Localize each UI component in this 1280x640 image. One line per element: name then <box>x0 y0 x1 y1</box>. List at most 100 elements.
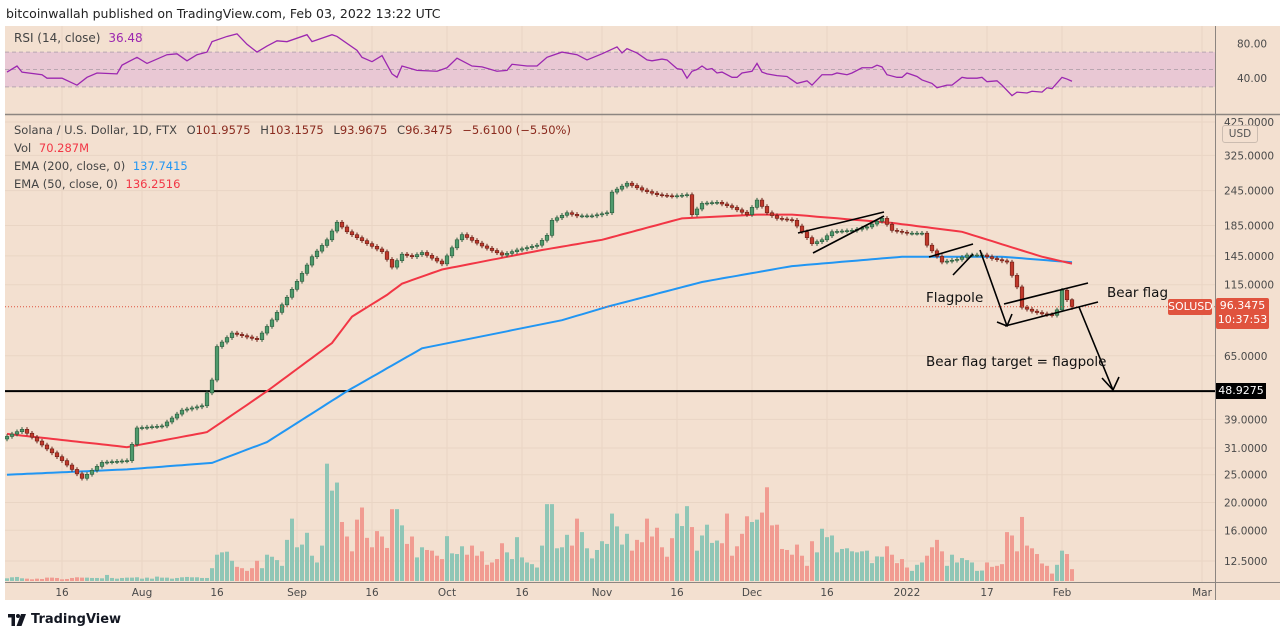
candle-body <box>1014 275 1020 288</box>
candle-body <box>1029 308 1035 312</box>
price-tick-label: 325.0000 <box>1224 150 1274 162</box>
annotation-flagpole[interactable]: Flagpole <box>926 290 984 306</box>
candle-body <box>139 427 145 429</box>
bear-flag-upper[interactable] <box>1003 282 1089 305</box>
volume-legend[interactable]: Vol 70.287M <box>14 141 89 155</box>
annotation-bear-flag[interactable]: Bear flag <box>1107 285 1169 301</box>
candle-body <box>239 334 245 336</box>
candle-body <box>929 244 935 252</box>
volume-bar <box>175 577 179 581</box>
volume-bar <box>630 550 634 581</box>
candle-body <box>944 260 950 263</box>
symbol-name[interactable]: Solana / U.S. Dollar, 1D, FTX <box>14 123 177 137</box>
candle-body <box>704 202 710 205</box>
candle-body <box>199 405 205 408</box>
candle-body <box>229 332 235 338</box>
candle-body <box>789 219 795 221</box>
candle-body <box>759 199 765 207</box>
candle-body <box>669 195 675 198</box>
volume-bar <box>265 554 269 581</box>
volume-bar <box>90 577 94 581</box>
ema50-legend[interactable]: EMA (50, close, 0) 136.2516 <box>14 177 180 191</box>
candle-body <box>874 220 880 225</box>
currency-button[interactable]: USD <box>1222 125 1258 143</box>
volume-bar <box>560 547 564 581</box>
volume-bar <box>40 578 44 581</box>
close-label: C <box>397 123 406 137</box>
volume-bar <box>315 562 319 581</box>
candles <box>5 180 1075 481</box>
volume-bar <box>620 544 624 581</box>
annotation-target[interactable]: Bear flag target = flagpole <box>926 354 1107 370</box>
symbol-legend[interactable]: Solana / U.S. Dollar, 1D, FTX O101.9575 … <box>14 123 571 137</box>
volume-bar <box>190 577 194 581</box>
ema200-legend[interactable]: EMA (200, close, 0) 137.7415 <box>14 159 188 173</box>
trendline-jan-lower[interactable] <box>952 253 974 276</box>
volume-bar <box>115 578 119 581</box>
rsi-pane[interactable] <box>5 33 1215 97</box>
drawings[interactable] <box>797 211 1120 392</box>
volume-bar <box>120 577 124 581</box>
candle-body <box>584 215 590 218</box>
volume-bar <box>740 533 744 581</box>
candle-body <box>179 409 185 415</box>
trendline-dec-lower[interactable] <box>812 215 885 254</box>
volume-bar <box>955 562 959 581</box>
volume-bar <box>160 577 164 581</box>
volume-bar <box>730 555 734 581</box>
candle-body <box>939 256 945 263</box>
bear-flag-lower[interactable] <box>1004 301 1099 327</box>
volume-bar <box>800 555 804 581</box>
candle-body <box>1039 312 1045 315</box>
volume-bar <box>960 558 964 581</box>
candle-body <box>464 234 470 238</box>
open-value: 101.9575 <box>195 123 251 137</box>
candle-body <box>54 452 60 458</box>
candle-body <box>24 429 30 434</box>
volume-bar <box>320 545 324 581</box>
target-arrow[interactable] <box>1078 306 1114 391</box>
price-tick-label: 39.0000 <box>1224 414 1267 426</box>
candle-body <box>884 218 890 225</box>
volume-bar <box>105 574 109 581</box>
candle-body <box>869 223 875 228</box>
volume-bar <box>100 578 104 581</box>
volume-bar <box>710 542 714 581</box>
volume-bar <box>295 547 299 581</box>
volume-bar <box>165 577 169 581</box>
candle-body <box>529 246 535 248</box>
candle-body <box>69 464 75 470</box>
candle-body <box>319 245 325 252</box>
candle-body <box>864 226 870 229</box>
candle-body <box>589 215 595 218</box>
volume-bar <box>275 560 279 581</box>
volume-bar <box>55 577 59 581</box>
candle-body <box>694 208 700 215</box>
volume-bar <box>610 513 614 581</box>
volume-bar <box>185 576 189 581</box>
candle-body <box>749 207 755 215</box>
candle-body <box>419 252 425 255</box>
volume-bar <box>435 555 439 581</box>
volume-bar <box>875 556 879 581</box>
candle-body <box>809 237 815 244</box>
candle-body <box>224 337 230 343</box>
tradingview-logo[interactable]: TradingView <box>8 612 121 627</box>
trendline-jan-upper[interactable] <box>928 243 974 258</box>
volume-bar <box>945 565 949 581</box>
volume-bar <box>330 490 334 581</box>
trendline-dec-upper[interactable] <box>797 211 885 234</box>
candle-body <box>949 259 955 262</box>
volume-bar <box>915 564 919 581</box>
candle-body <box>209 379 215 394</box>
axes[interactable]: 425.0000325.0000245.0000185.0000145.0000… <box>55 38 1274 599</box>
candle-body <box>79 473 85 479</box>
time-axis-label: Sep <box>287 587 307 599</box>
candle-body <box>454 239 460 249</box>
volume-bar <box>735 546 739 581</box>
volume-bar <box>420 547 424 581</box>
volume-bar <box>985 562 989 581</box>
flagpole-arrow[interactable] <box>979 249 1008 327</box>
volume-bar <box>725 513 729 581</box>
